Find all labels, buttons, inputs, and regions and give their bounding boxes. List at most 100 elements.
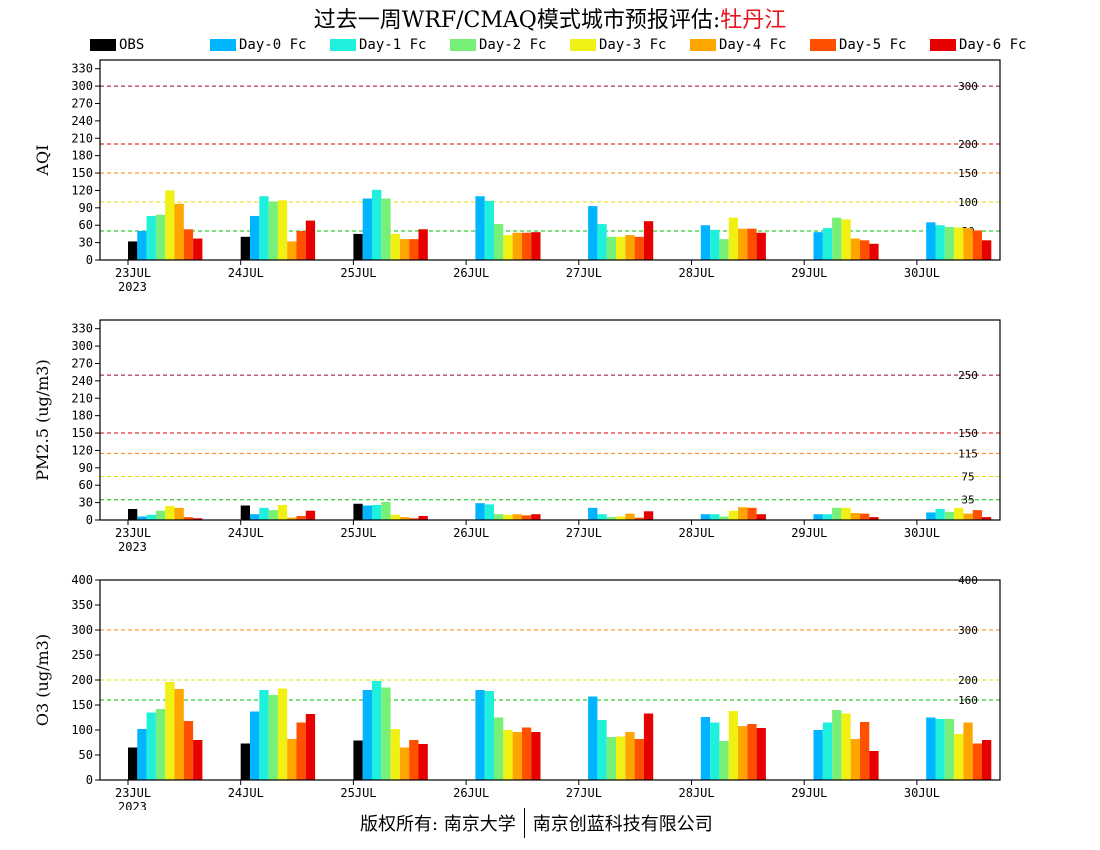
bar-day-4-fc-27jul: [625, 513, 635, 520]
bar-day-1-fc-23jul: [146, 215, 156, 260]
bar-day-0-fc-30jul: [926, 717, 936, 780]
legend-item-day-4-fc: Day-4 Fc: [690, 36, 786, 54]
bar-day-6-fc-23jul: [193, 518, 203, 520]
y-tick-label: 30: [79, 236, 93, 250]
legend-swatch: [810, 39, 836, 51]
bar-day-0-fc-25jul: [362, 505, 372, 520]
bar-day-1-fc-29jul: [822, 722, 833, 780]
y-tick-label: 240: [71, 114, 93, 128]
y-tick-label: 180: [71, 149, 93, 163]
x-tick-label: 24JUL: [228, 526, 264, 540]
x-tick-label: 24JUL: [228, 266, 264, 280]
bar-day-0-fc-23jul: [137, 729, 147, 780]
bar-day-5-fc-30jul: [972, 230, 982, 260]
footer-separator: [523, 808, 525, 838]
threshold-label: 300: [958, 80, 978, 93]
bar-day-3-fc-27jul: [616, 236, 626, 260]
x-tick-label: 28JUL: [679, 526, 715, 540]
y-tick-label: 120: [71, 183, 93, 197]
bar-day-2-fc-29jul: [832, 217, 842, 260]
y-tick-label: 0: [86, 513, 93, 527]
bar-day-3-fc-28jul: [728, 510, 738, 520]
x-tick-label: 26JUL: [453, 266, 489, 280]
bar-day-2-fc-29jul: [832, 507, 842, 520]
bar-day-1-fc-30jul: [935, 508, 945, 520]
threshold-label: 200: [958, 674, 978, 687]
bar-day-2-fc-27jul: [606, 737, 616, 780]
threshold-label: 35: [961, 494, 974, 507]
y-tick-label: 0: [86, 253, 93, 267]
y-axis-label: O3 (ug/m3): [33, 634, 52, 726]
bar-day-4-fc-28jul: [738, 228, 748, 260]
bar-day-6-fc-28jul: [756, 728, 766, 780]
bar-day-6-fc-24jul: [305, 220, 316, 260]
bar-obs-24jul: [240, 236, 250, 260]
bar-day-1-fc-24jul: [259, 690, 269, 780]
bar-day-1-fc-25jul: [372, 681, 382, 780]
bar-day-5-fc-29jul: [860, 722, 870, 780]
plot-frame: [99, 59, 1001, 261]
bar-day-4-fc-26jul: [512, 232, 522, 260]
bar-day-6-fc-29jul: [869, 243, 879, 260]
bar-day-3-fc-25jul: [390, 729, 400, 780]
bar-day-5-fc-29jul: [860, 240, 870, 260]
bar-day-5-fc-28jul: [747, 228, 757, 260]
bar-day-4-fc-28jul: [738, 507, 748, 520]
bar-day-0-fc-27jul: [588, 206, 598, 260]
legend-item-day-5-fc: Day-5 Fc: [810, 36, 906, 54]
y-tick-label: 60: [79, 478, 93, 492]
bar-day-5-fc-27jul: [634, 236, 644, 260]
legend-swatch: [330, 39, 356, 51]
bar-day-6-fc-25jul: [418, 515, 428, 520]
legend-label: Day-0 Fc: [239, 37, 307, 53]
bar-obs-25jul: [353, 503, 363, 520]
x-tick-label: 27JUL: [566, 526, 602, 540]
legend-swatch: [450, 39, 476, 51]
threshold-label: 150: [958, 167, 978, 180]
bar-day-4-fc-25jul: [399, 747, 410, 780]
bar-day-2-fc-26jul: [494, 224, 504, 260]
bar-day-3-fc-24jul: [277, 200, 288, 260]
bar-obs-23jul: [128, 241, 138, 260]
bar-day-1-fc-27jul: [597, 224, 607, 260]
bar-day-1-fc-29jul: [822, 228, 833, 260]
bar-day-2-fc-23jul: [155, 510, 166, 520]
bar-day-4-fc-30jul: [963, 513, 973, 520]
x-tick-label: 30JUL: [904, 526, 940, 540]
x-tick-label: 28JUL: [679, 266, 715, 280]
bar-day-4-fc-23jul: [174, 507, 184, 520]
bar-day-6-fc-28jul: [756, 232, 766, 260]
bar-day-0-fc-24jul: [250, 514, 260, 520]
bar-day-2-fc-23jul: [155, 709, 166, 780]
bar-day-0-fc-26jul: [475, 196, 485, 260]
bar-day-6-fc-29jul: [869, 751, 879, 780]
bar-day-6-fc-23jul: [193, 238, 203, 260]
bar-day-5-fc-25jul: [409, 518, 419, 520]
bar-day-1-fc-27jul: [597, 720, 607, 780]
pm25-panel: 35 75 115 150 250 0 30 60 90 120 150 180 210 240 270 30…: [33, 319, 1001, 554]
y-tick-label: 300: [71, 623, 93, 637]
bar-day-2-fc-30jul: [944, 226, 955, 260]
threshold-label: 200: [958, 138, 978, 151]
bar-day-2-fc-24jul: [268, 695, 278, 780]
bar-day-2-fc-26jul: [494, 717, 504, 780]
x-tick-label: 29JUL: [791, 786, 827, 800]
x-tick-label: 27JUL: [566, 266, 602, 280]
bar-day-3-fc-23jul: [165, 682, 175, 780]
y-tick-label: 330: [71, 322, 93, 336]
bar-day-1-fc-26jul: [484, 200, 494, 260]
y-tick-label: 150: [71, 426, 93, 440]
bar-day-2-fc-24jul: [268, 201, 278, 260]
x-tick-label: 26JUL: [453, 526, 489, 540]
bar-day-4-fc-26jul: [512, 732, 522, 780]
bar-day-1-fc-23jul: [146, 514, 156, 520]
bar-day-6-fc-28jul: [756, 514, 766, 520]
threshold-label: 115: [958, 447, 978, 460]
legend-swatch: [690, 39, 716, 51]
footer: 版权所有: 南京大学 南京创蓝科技有限公司: [360, 808, 713, 838]
bar-day-0-fc-29jul: [813, 232, 823, 260]
bar-day-4-fc-27jul: [625, 235, 635, 260]
bar-day-5-fc-24jul: [296, 231, 306, 260]
bar-obs-25jul: [353, 740, 363, 780]
threshold-label: 100: [958, 196, 978, 209]
